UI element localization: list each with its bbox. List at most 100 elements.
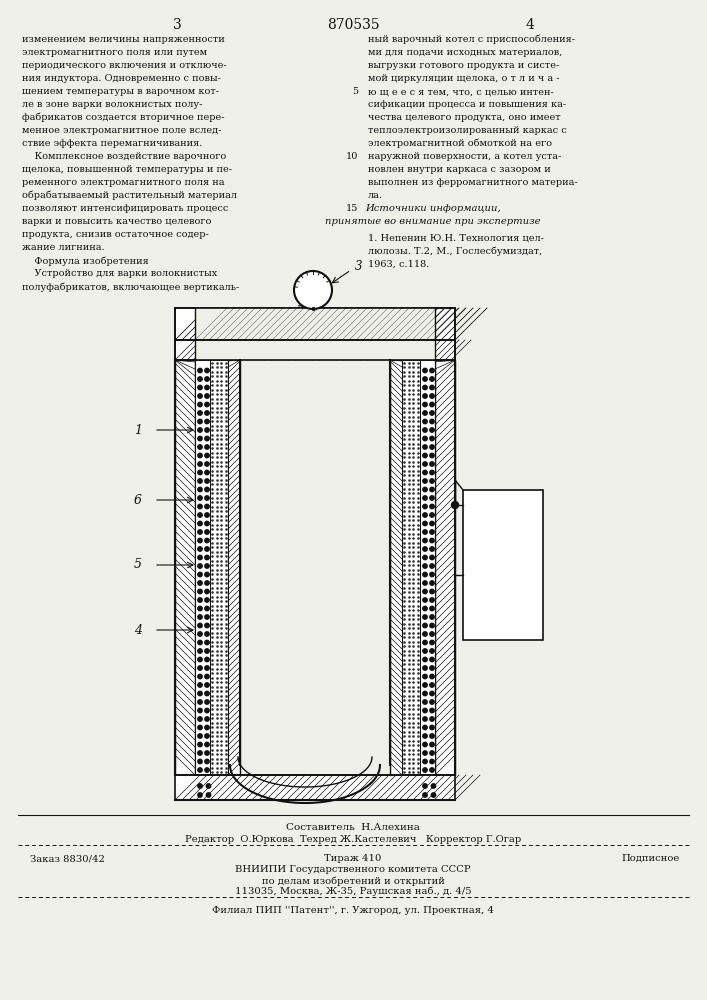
Circle shape — [431, 793, 436, 797]
Circle shape — [205, 742, 209, 747]
Circle shape — [423, 564, 427, 568]
Circle shape — [205, 725, 209, 730]
Circle shape — [423, 742, 427, 747]
Text: Комплексное воздействие варочного: Комплексное воздействие варочного — [22, 152, 226, 161]
Circle shape — [205, 402, 209, 407]
Bar — [195, 360, 210, 775]
Circle shape — [423, 504, 427, 509]
Circle shape — [198, 717, 202, 721]
Circle shape — [430, 436, 434, 441]
Text: ла.: ла. — [368, 191, 383, 200]
Circle shape — [198, 453, 202, 458]
Text: 6: 6 — [134, 493, 142, 506]
Circle shape — [205, 674, 209, 679]
Text: ~220 В: ~220 В — [502, 585, 510, 616]
Text: изменением величины напряженности: изменением величины напряженности — [22, 35, 225, 44]
Text: Филиал ПИП ''Патент'', г. Ужгород, ул. Проектная, 4: Филиал ПИП ''Патент'', г. Ужгород, ул. П… — [212, 906, 494, 915]
Circle shape — [198, 572, 202, 577]
Bar — [420, 360, 435, 775]
Bar — [390, 360, 402, 775]
Circle shape — [430, 700, 434, 704]
Circle shape — [198, 436, 202, 441]
Circle shape — [430, 666, 434, 670]
Text: Редактор  О.Юркова  Техред Ж.Кастелевич   Корректор Г.Огар: Редактор О.Юркова Техред Ж.Кастелевич Ко… — [185, 835, 521, 844]
Circle shape — [198, 385, 202, 390]
Text: обрабатываемый растительный материал: обрабатываемый растительный материал — [22, 191, 237, 200]
Bar — [228, 360, 240, 775]
Bar — [240, 360, 390, 775]
Circle shape — [205, 734, 209, 738]
Text: ле в зоне варки волокнистых полу-: ле в зоне варки волокнистых полу- — [22, 100, 202, 109]
Circle shape — [205, 547, 209, 551]
Circle shape — [205, 470, 209, 475]
Text: ВНИИПИ Государственного комитета СССР: ВНИИПИ Государственного комитета СССР — [235, 865, 471, 874]
Circle shape — [430, 462, 434, 466]
Bar — [402, 360, 420, 775]
Circle shape — [430, 759, 434, 764]
Circle shape — [430, 419, 434, 424]
Circle shape — [423, 530, 427, 534]
Circle shape — [430, 521, 434, 526]
Circle shape — [430, 411, 434, 415]
Circle shape — [430, 674, 434, 679]
Text: шением температуры в варочном кот-: шением температуры в варочном кот- — [22, 87, 219, 96]
Circle shape — [205, 666, 209, 670]
Circle shape — [205, 751, 209, 755]
Circle shape — [198, 581, 202, 585]
Circle shape — [205, 385, 209, 390]
Text: мой циркуляции щелока, о т л и ч а -: мой циркуляции щелока, о т л и ч а - — [368, 74, 559, 83]
Circle shape — [205, 538, 209, 543]
Circle shape — [430, 368, 434, 373]
Circle shape — [205, 436, 209, 441]
Circle shape — [198, 674, 202, 679]
Text: 3: 3 — [173, 18, 182, 32]
Circle shape — [423, 751, 427, 755]
Text: 113035, Москва, Ж-35, Раушская наб., д. 4/5: 113035, Москва, Ж-35, Раушская наб., д. … — [235, 887, 472, 896]
Circle shape — [205, 691, 209, 696]
Circle shape — [198, 606, 202, 611]
Text: теплоэлектроизолированный каркас с: теплоэлектроизолированный каркас с — [368, 126, 567, 135]
Bar — [175, 775, 455, 800]
Text: периодического включения и отключе-: периодического включения и отключе- — [22, 61, 227, 70]
Circle shape — [423, 717, 427, 721]
Circle shape — [205, 504, 209, 509]
Circle shape — [198, 394, 202, 398]
Circle shape — [205, 615, 209, 619]
Bar — [175, 340, 455, 360]
Circle shape — [205, 708, 209, 713]
Circle shape — [205, 453, 209, 458]
Text: 15: 15 — [346, 204, 358, 213]
Circle shape — [205, 428, 209, 432]
Circle shape — [198, 725, 202, 730]
Circle shape — [423, 734, 427, 738]
Text: принятые во внимание при экспертизе: принятые во внимание при экспертизе — [325, 217, 541, 226]
Circle shape — [430, 657, 434, 662]
Circle shape — [198, 589, 202, 594]
Circle shape — [423, 784, 427, 788]
Circle shape — [423, 615, 427, 619]
Circle shape — [423, 445, 427, 449]
Circle shape — [423, 708, 427, 713]
Circle shape — [430, 496, 434, 500]
Text: ния индуктора. Одновременно с повы-: ния индуктора. Одновременно с повы- — [22, 74, 221, 83]
Text: 1963, с.118.: 1963, с.118. — [368, 260, 429, 269]
Circle shape — [423, 479, 427, 483]
Text: Устройство для варки волокнистых: Устройство для варки волокнистых — [22, 269, 217, 278]
Text: варки и повысить качество целевого: варки и повысить качество целевого — [22, 217, 211, 226]
Circle shape — [423, 589, 427, 594]
Circle shape — [205, 649, 209, 653]
Bar — [175, 360, 195, 775]
Circle shape — [198, 445, 202, 449]
Circle shape — [198, 640, 202, 645]
Circle shape — [430, 470, 434, 475]
Circle shape — [430, 640, 434, 645]
Text: ный варочный котел с приспособления-: ный варочный котел с приспособления- — [368, 35, 575, 44]
Circle shape — [430, 445, 434, 449]
Text: менное электромагнитное поле вслед-: менное электромагнитное поле вслед- — [22, 126, 221, 135]
Circle shape — [423, 700, 427, 704]
Circle shape — [423, 538, 427, 543]
Circle shape — [206, 784, 211, 788]
Circle shape — [198, 513, 202, 517]
Circle shape — [198, 751, 202, 755]
Circle shape — [205, 394, 209, 398]
